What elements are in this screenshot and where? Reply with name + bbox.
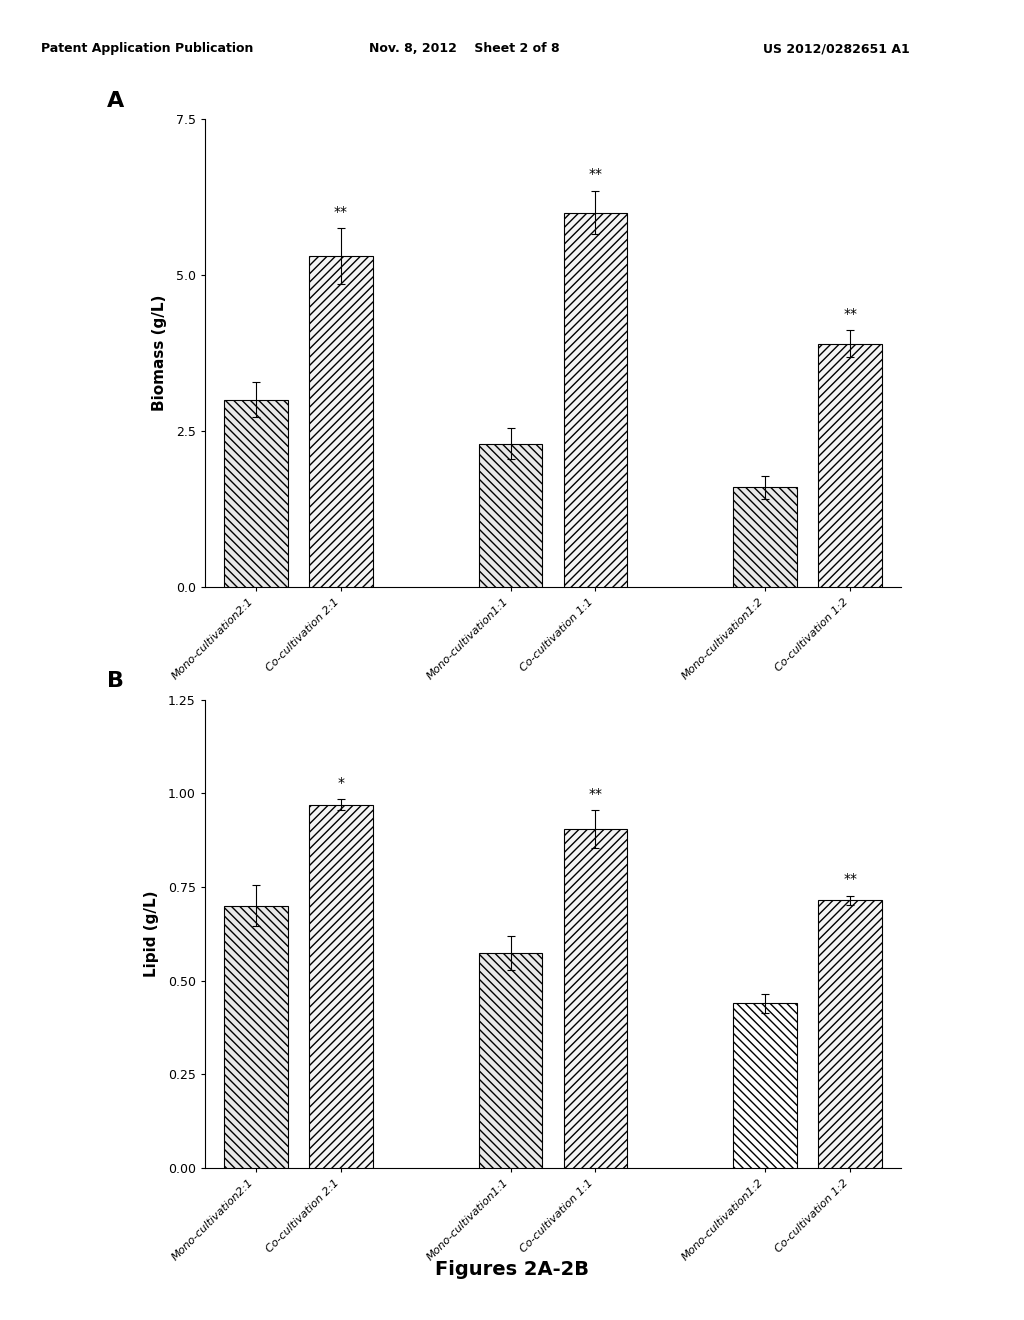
Text: **: ** xyxy=(843,873,857,886)
Y-axis label: Biomass (g/L): Biomass (g/L) xyxy=(153,294,168,412)
Text: **: ** xyxy=(589,168,602,181)
Text: B: B xyxy=(108,672,124,692)
Text: **: ** xyxy=(843,306,857,321)
Text: *: * xyxy=(337,776,344,789)
Text: A: A xyxy=(108,91,125,111)
Text: Patent Application Publication: Patent Application Publication xyxy=(41,42,253,55)
Bar xyxy=(478,444,543,587)
Text: US 2012/0282651 A1: US 2012/0282651 A1 xyxy=(763,42,909,55)
Bar xyxy=(224,906,288,1168)
Bar xyxy=(818,343,882,587)
Bar xyxy=(224,400,288,587)
Bar xyxy=(818,900,882,1168)
Bar xyxy=(309,805,373,1168)
Bar xyxy=(563,213,628,587)
Text: **: ** xyxy=(334,205,348,219)
Bar xyxy=(733,487,797,587)
Text: Nov. 8, 2012    Sheet 2 of 8: Nov. 8, 2012 Sheet 2 of 8 xyxy=(369,42,559,55)
Text: **: ** xyxy=(589,787,602,801)
Bar xyxy=(309,256,373,587)
Text: Figures 2A-2B: Figures 2A-2B xyxy=(435,1261,589,1279)
Bar xyxy=(733,1003,797,1168)
Bar xyxy=(563,829,628,1168)
Y-axis label: Lipid (g/L): Lipid (g/L) xyxy=(144,891,160,977)
Bar xyxy=(478,953,543,1168)
